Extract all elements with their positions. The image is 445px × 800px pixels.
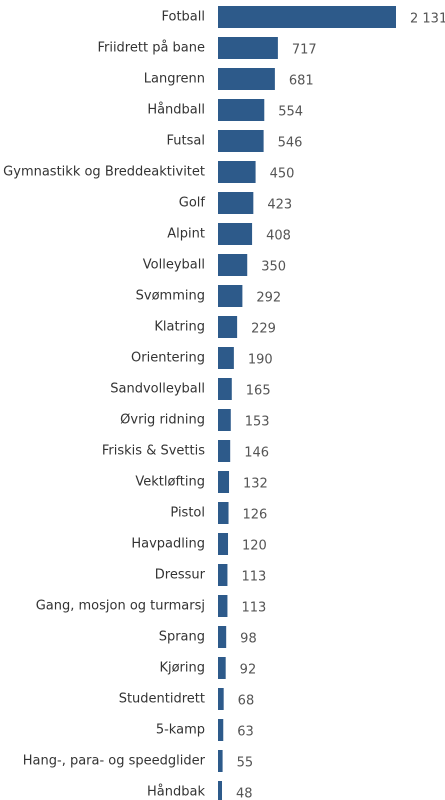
bar xyxy=(218,99,265,121)
category-label: Dressur xyxy=(155,568,206,583)
value-label: 165 xyxy=(246,384,271,399)
category-label: Volleyball xyxy=(143,258,205,273)
category-label: Golf xyxy=(179,196,206,211)
category-label: Langrenn xyxy=(144,72,205,87)
value-label: 350 xyxy=(261,260,286,275)
category-label: Alpint xyxy=(167,227,205,242)
category-label: Friidrett på bane xyxy=(97,41,205,56)
value-label: 408 xyxy=(266,229,291,244)
bar xyxy=(218,657,226,679)
category-label: Pistol xyxy=(170,506,205,521)
bar xyxy=(218,347,234,369)
value-label: 126 xyxy=(243,508,268,523)
value-label: 120 xyxy=(242,539,267,554)
value-label: 423 xyxy=(267,198,292,213)
bar xyxy=(218,626,227,648)
category-label: Svømming xyxy=(136,289,205,304)
value-label: 2 131 xyxy=(410,12,445,27)
category-label: Studentidrett xyxy=(119,692,205,707)
value-label: 153 xyxy=(245,415,270,430)
category-label: Havpadling xyxy=(131,537,205,552)
value-label: 98 xyxy=(240,632,257,647)
bar xyxy=(218,223,253,245)
value-label: 92 xyxy=(240,663,257,678)
value-label: 132 xyxy=(243,477,268,492)
category-label: Gymnastikk og Breddeaktivitet xyxy=(3,165,205,180)
category-label: Orientering xyxy=(131,351,205,366)
bar xyxy=(218,719,224,741)
value-label: 146 xyxy=(244,446,269,461)
bar xyxy=(218,533,229,555)
bar xyxy=(218,161,256,183)
bar xyxy=(218,37,278,59)
value-label: 113 xyxy=(241,570,266,585)
category-label: Øvrig ridning xyxy=(120,413,205,428)
bar xyxy=(218,285,243,307)
bar xyxy=(218,254,248,276)
bar xyxy=(218,502,229,524)
value-label: 68 xyxy=(238,694,255,709)
bar xyxy=(218,564,228,586)
bar xyxy=(218,6,396,28)
value-label: 113 xyxy=(241,601,266,616)
value-label: 292 xyxy=(256,291,281,306)
category-label: Gang, mosjon og turmarsj xyxy=(36,599,205,614)
bar xyxy=(218,409,231,431)
value-label: 48 xyxy=(236,787,253,800)
value-label: 681 xyxy=(289,74,314,89)
category-label: Vektløfting xyxy=(135,475,205,490)
bar xyxy=(218,130,264,152)
category-label: Hang-, para- og speedglider xyxy=(23,754,206,769)
value-label: 450 xyxy=(270,167,295,182)
category-label: 5-kamp xyxy=(156,723,205,738)
category-label: Klatring xyxy=(154,320,205,335)
category-label: Håndbak xyxy=(147,785,205,800)
category-label: Futsal xyxy=(167,134,205,149)
bar xyxy=(218,688,224,710)
value-label: 554 xyxy=(278,105,303,120)
value-label: 717 xyxy=(292,43,317,58)
category-label: Fotball xyxy=(161,10,205,25)
bar xyxy=(218,750,223,772)
bar xyxy=(218,378,232,400)
bar xyxy=(218,68,275,90)
bar xyxy=(218,781,223,800)
value-label: 229 xyxy=(251,322,276,337)
category-label: Håndball xyxy=(147,103,205,118)
bar xyxy=(218,192,254,214)
value-label: 63 xyxy=(237,725,254,740)
category-label: Sandvolleyball xyxy=(110,382,205,397)
bar xyxy=(218,595,228,617)
bar xyxy=(218,440,231,462)
value-label: 190 xyxy=(248,353,273,368)
value-label: 55 xyxy=(237,756,254,771)
bar xyxy=(218,471,230,493)
category-label: Kjøring xyxy=(159,661,205,676)
value-label: 546 xyxy=(278,136,303,151)
category-label: Sprang xyxy=(159,630,205,645)
category-label: Friskis & Svettis xyxy=(102,444,205,459)
bar xyxy=(218,316,238,338)
